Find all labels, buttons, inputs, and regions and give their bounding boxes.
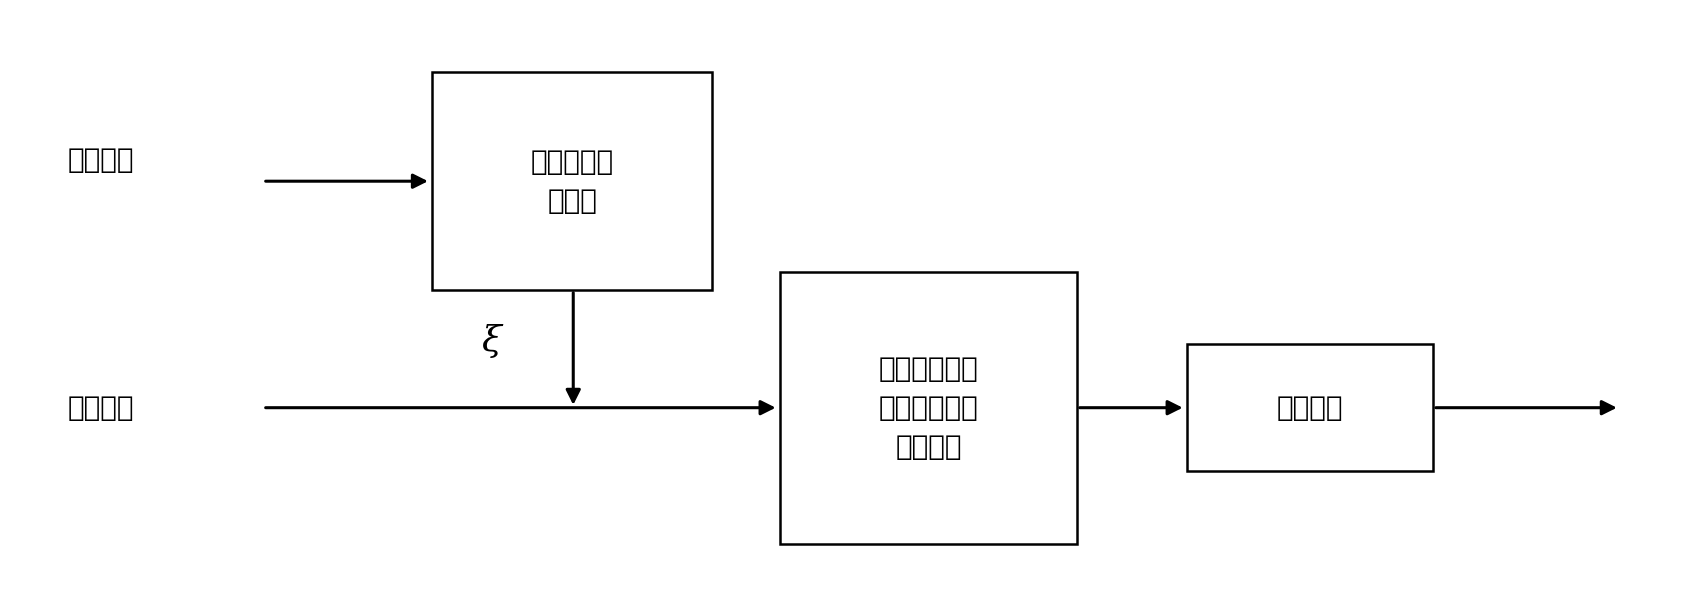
Text: ξ: ξ (482, 324, 502, 358)
Text: 基于多项式插
值滤波器的采
样率转换: 基于多项式插 值滤波器的采 样率转换 (879, 355, 979, 461)
Text: 数据符号: 数据符号 (68, 394, 134, 422)
Bar (432, 72, 712, 290)
Text: 训练序列: 训练序列 (68, 146, 134, 174)
Text: 采样时钟偏
差估计: 采样时钟偏 差估计 (531, 148, 614, 214)
Bar (1187, 344, 1433, 471)
Text: 相位补偿: 相位补偿 (1277, 394, 1343, 422)
Bar (780, 272, 1077, 544)
